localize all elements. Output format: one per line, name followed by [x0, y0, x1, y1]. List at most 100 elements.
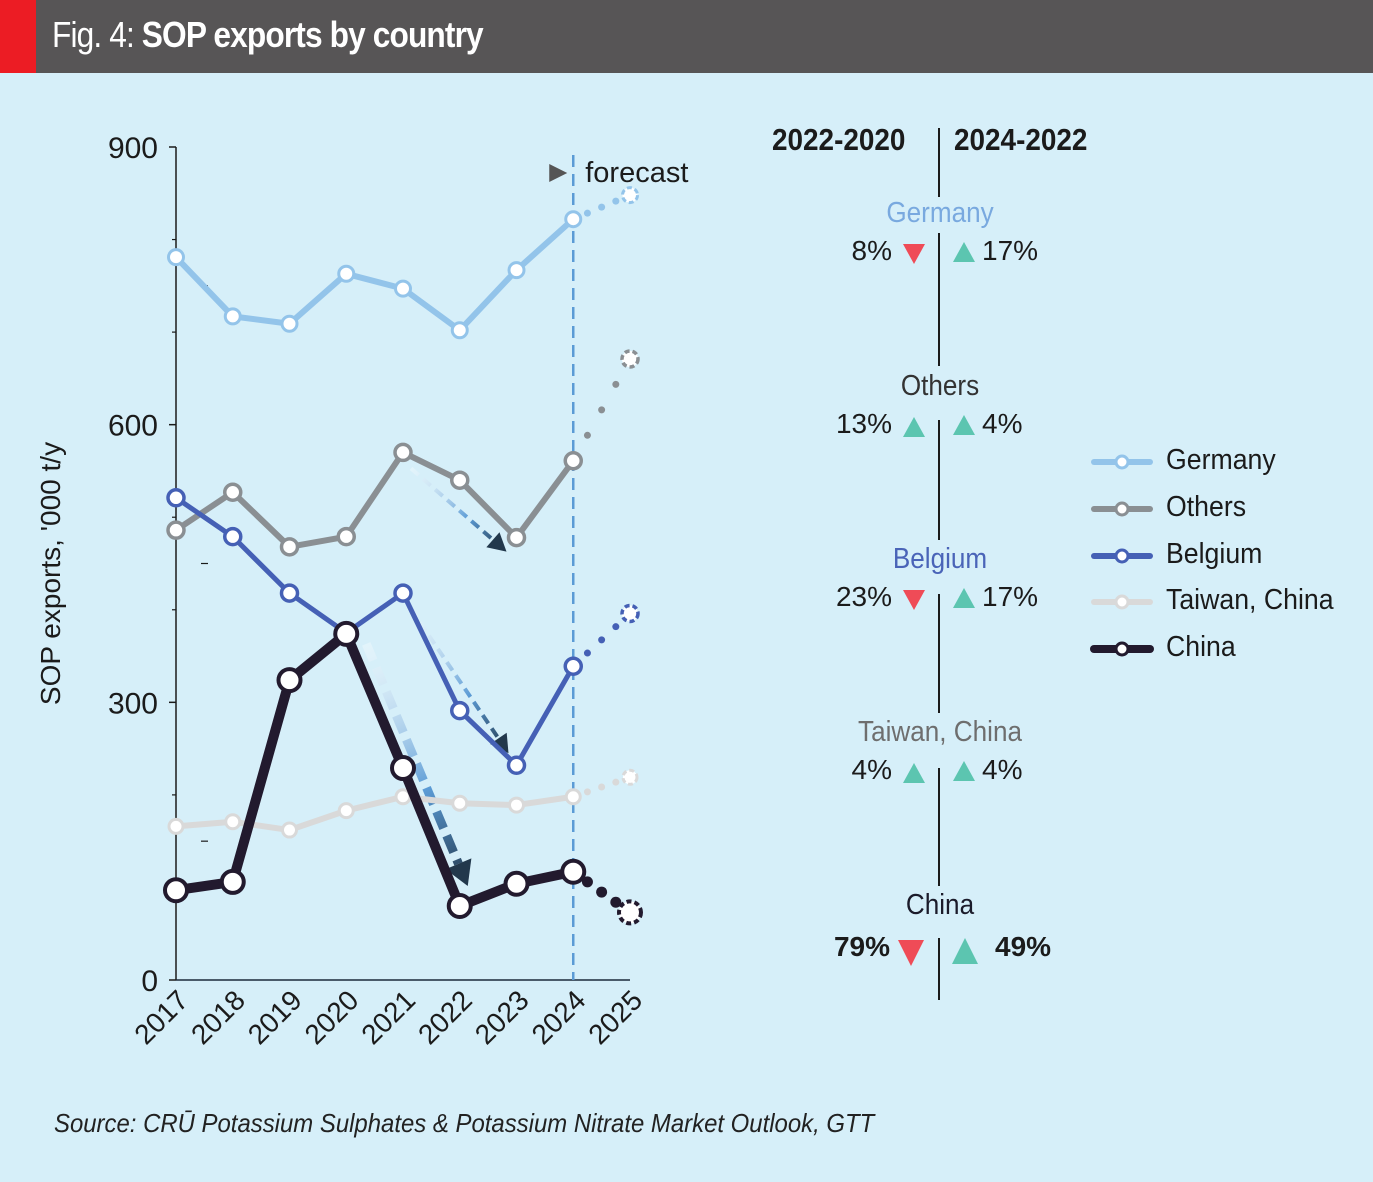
x-tick-label: 2025	[582, 984, 648, 1050]
legend-label: Belgium	[1166, 538, 1263, 570]
column-header-2024-2022: 2024-2022	[954, 122, 1088, 157]
forecast-dot	[612, 380, 620, 388]
change-2024-2022-china: 49%	[995, 931, 1052, 962]
forecast-dot	[583, 788, 591, 796]
series-line-belgium	[174, 495, 576, 768]
down-triangle-icon	[903, 244, 925, 264]
panel-country-others: Others	[900, 370, 980, 402]
forecast-dot	[583, 649, 591, 657]
data-point	[506, 527, 527, 548]
forecast-dot	[612, 623, 620, 631]
forecast-dot	[598, 636, 606, 644]
data-point	[167, 817, 185, 835]
data-point	[451, 794, 469, 812]
y-axis-label: SOP exports, '000 t/y	[35, 442, 66, 705]
panel-country-belgium: Belgium	[892, 543, 988, 575]
figure-title: Fig. 4: SOP exports by country	[52, 14, 484, 56]
data-point	[450, 470, 470, 490]
data-point	[223, 526, 243, 547]
up-triangle-icon	[952, 938, 978, 964]
change-2024-2022-belgium: 17%	[982, 581, 1039, 612]
trend-arrow-belgium	[409, 607, 501, 740]
data-point	[446, 892, 473, 919]
forecast-point	[621, 186, 639, 205]
source-note: Source: CRŪ Potassium Sulphates & Potass…	[54, 1108, 875, 1138]
series-others	[166, 349, 640, 557]
y-tick-label: 300	[108, 687, 158, 720]
data-point	[276, 667, 303, 694]
change-2022-2020-germany: 8%	[851, 235, 892, 266]
forecast-dot	[581, 876, 593, 888]
forecast-arrow-icon	[549, 164, 568, 182]
series-taiwan-china	[167, 768, 639, 839]
y-tick-label: 0	[141, 965, 158, 998]
x-tick-label: 2021	[355, 984, 421, 1050]
x-tick-label: 2024	[526, 984, 592, 1050]
data-point	[219, 868, 246, 895]
panel-divider-line	[938, 128, 940, 197]
figure-number: Fig. 4:	[52, 14, 142, 55]
data-point	[163, 877, 189, 904]
panel-divider-line	[938, 233, 940, 366]
forecast-dot	[583, 431, 591, 439]
panel-divider-line	[938, 420, 940, 540]
forecast-dot	[598, 783, 606, 791]
forecast-dot	[612, 778, 620, 786]
data-point	[393, 442, 413, 463]
data-point	[507, 261, 526, 280]
trend-arrow-china	[362, 642, 463, 866]
change-2022-2020-china: 79%	[833, 931, 890, 962]
x-tick-label: 2017	[128, 984, 194, 1050]
trend-arrowhead-icon	[486, 532, 507, 552]
data-point	[224, 813, 242, 831]
legend-swatch-taiwan-china	[1091, 594, 1153, 610]
up-triangle-icon	[903, 417, 925, 437]
data-point	[450, 700, 470, 721]
forecast-dot	[598, 406, 606, 414]
legend-swatch-belgium	[1091, 548, 1153, 564]
panel-divider-line	[938, 938, 940, 1000]
data-point	[223, 482, 243, 502]
data-point	[560, 858, 587, 885]
data-point	[337, 264, 356, 283]
data-point	[279, 583, 300, 603]
panel-country-taiwan-china: Taiwan, China	[858, 716, 1022, 748]
data-point	[564, 210, 583, 229]
data-point	[564, 788, 582, 806]
forecast-dot	[612, 197, 620, 205]
y-tick-label: 600	[108, 410, 158, 443]
legend-label: Others	[1166, 491, 1247, 523]
data-point	[336, 526, 356, 547]
panel-divider-line	[938, 768, 940, 886]
legend-label: China	[1166, 631, 1236, 663]
data-point	[394, 279, 412, 298]
header-accent-bar	[0, 0, 36, 73]
series-line-germany	[173, 216, 576, 334]
data-point	[167, 248, 185, 267]
figure-title-text: SOP exports by country	[141, 14, 484, 55]
data-point	[393, 583, 413, 603]
change-2024-2022-germany: 17%	[982, 235, 1039, 266]
x-tick-label: 2023	[469, 984, 535, 1050]
y-tick-label: 900	[108, 132, 158, 165]
data-point	[166, 520, 186, 540]
legend-label: Germany	[1166, 444, 1276, 476]
down-triangle-icon	[898, 940, 924, 966]
up-triangle-icon	[953, 242, 975, 262]
data-point	[281, 821, 298, 839]
data-point	[563, 451, 583, 471]
legend-swatch-germany	[1091, 454, 1153, 470]
trend-arrowhead-icon	[445, 858, 472, 886]
data-point	[333, 620, 360, 647]
legend-swatch-others	[1091, 501, 1153, 517]
forecast-point	[617, 899, 643, 926]
data-point	[279, 537, 300, 557]
series-germany	[167, 186, 639, 340]
legend-swatch-china	[1090, 641, 1154, 657]
up-triangle-icon	[903, 763, 925, 783]
x-tick-label: 2020	[299, 984, 365, 1050]
data-point	[223, 307, 242, 326]
change-2022-2020-others: 13%	[835, 408, 892, 439]
forecast-dot	[583, 209, 591, 217]
